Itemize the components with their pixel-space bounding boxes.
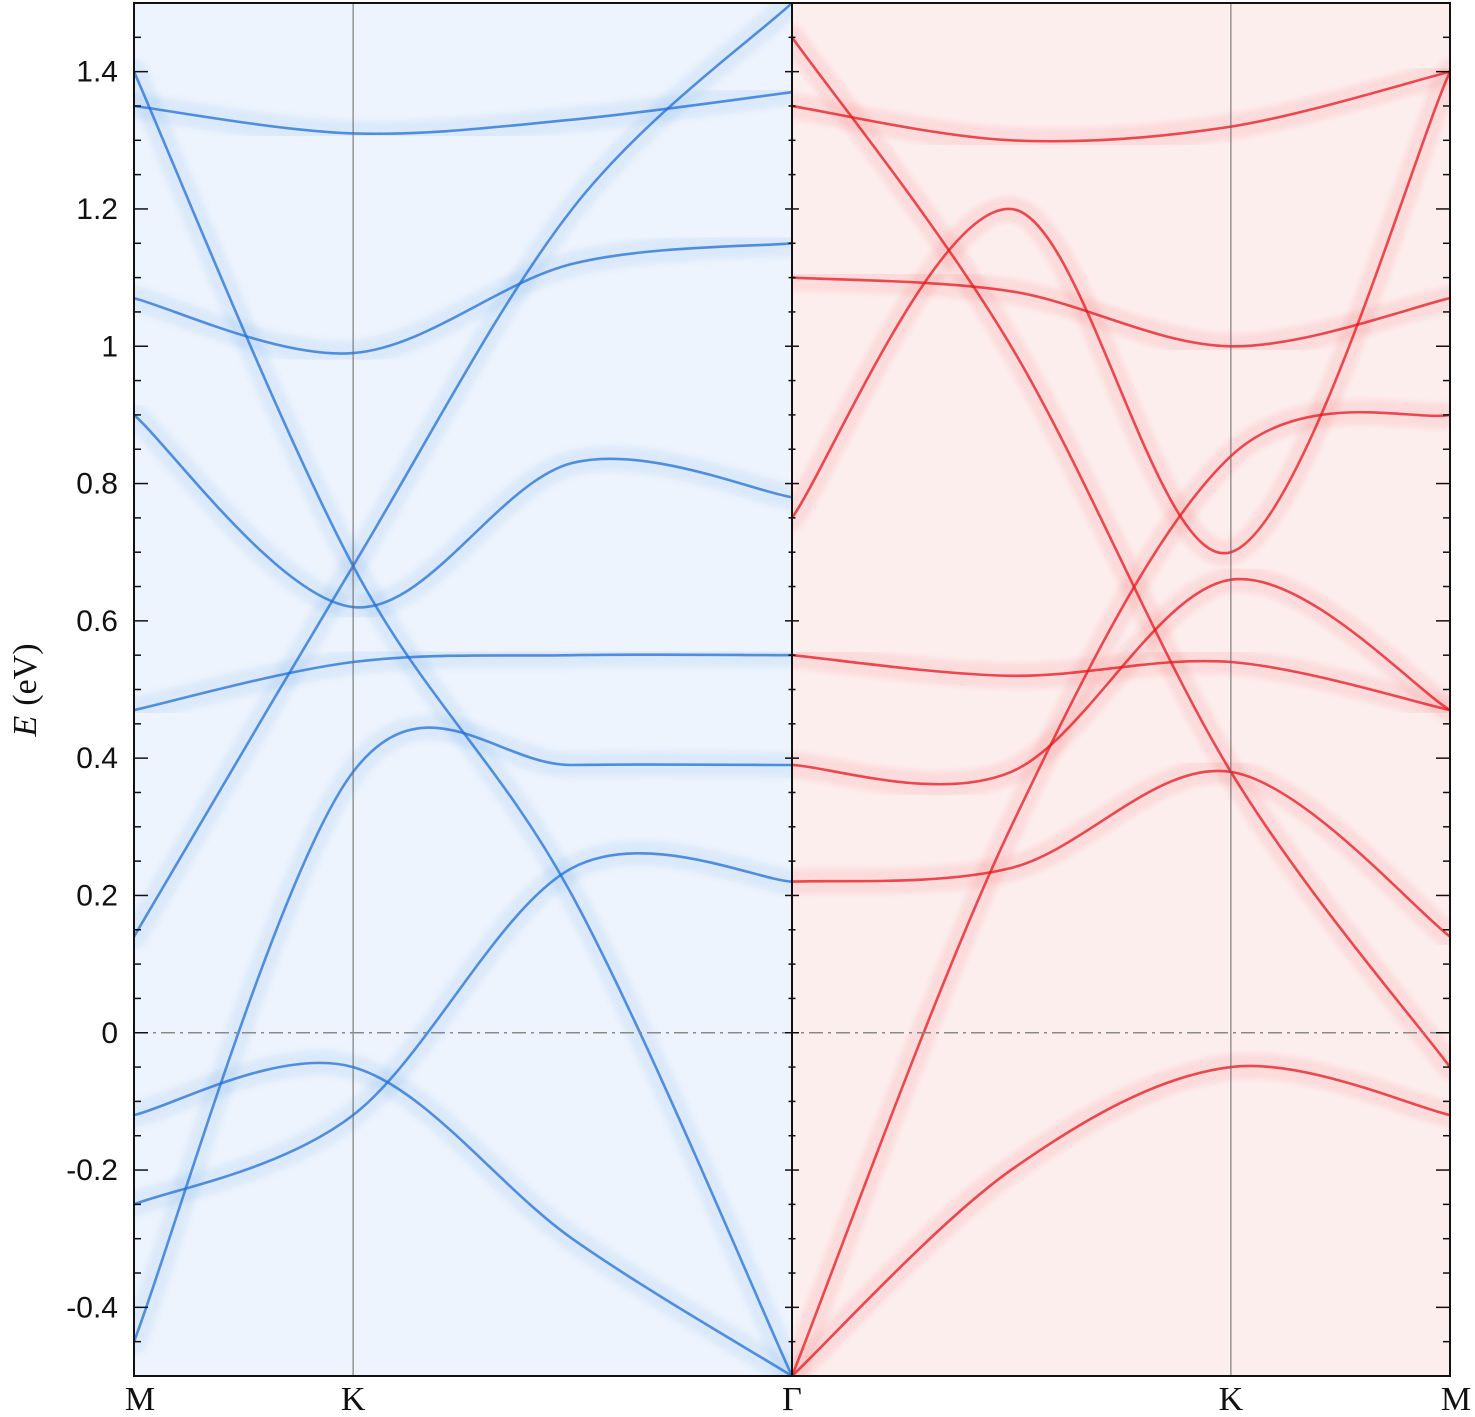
y-tick-label: 0.4 (76, 742, 118, 775)
band-line (134, 653, 792, 712)
band-line (134, 242, 792, 355)
bands-left-spectral (134, 3, 792, 1376)
y-axis-symbol: E (7, 716, 44, 738)
band-line (134, 90, 792, 136)
y-axis-unit: (eV) (7, 643, 44, 705)
band-line (134, 70, 792, 1376)
y-tick-label: 1.4 (76, 56, 118, 89)
y-tick-label: -0.4 (66, 1291, 118, 1324)
y-axis-label: E (eV) (7, 643, 44, 737)
band-line (792, 1064, 1450, 1376)
x-kpoint-label: K (1219, 1381, 1244, 1417)
band-line (792, 769, 1450, 938)
x-kpoint-label: M (125, 1381, 155, 1417)
band-line (792, 36, 1450, 1069)
band-line (134, 413, 792, 609)
bands-right-spectral (792, 24, 1450, 1376)
band-line (792, 653, 1450, 712)
x-kpoint-label: Γ (782, 1381, 802, 1417)
x-kpoint-label: M (1441, 1381, 1471, 1417)
band-line (134, 1061, 792, 1376)
y-tick-label: 0.2 (76, 879, 118, 912)
y-tick-label: 0.8 (76, 468, 118, 501)
band-line (792, 276, 1450, 348)
band-line (792, 411, 1450, 1376)
y-axis-ticks: 1.4 1.2 1 0.8 0.6 0.4 0.2 0 -0.2 -0.4 (66, 2, 1450, 1377)
band-line (134, 726, 792, 1343)
x-kpoint-label: K (341, 1381, 366, 1417)
band-line (792, 70, 1450, 143)
band-line (134, 852, 792, 1206)
y-tick-label: 0 (101, 1017, 118, 1050)
y-tick-label: -0.2 (66, 1154, 118, 1187)
y-tick-label: 1.2 (76, 193, 118, 226)
y-tick-label: 0.6 (76, 605, 118, 638)
y-tick-label: 1 (101, 330, 118, 363)
